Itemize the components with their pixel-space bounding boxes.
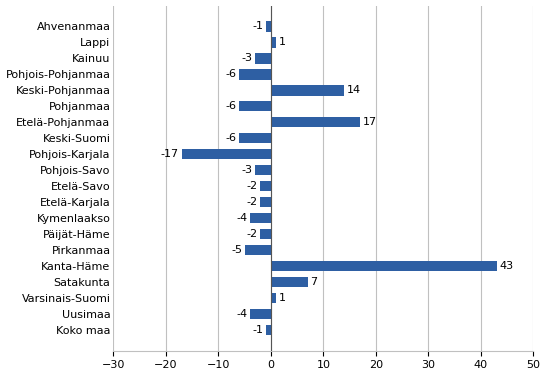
Text: -4: -4 [236, 309, 247, 319]
Bar [265, 21, 271, 32]
Text: -2: -2 [247, 229, 258, 239]
Bar [260, 181, 271, 191]
Bar [255, 53, 271, 64]
Text: -2: -2 [247, 197, 258, 207]
Text: -5: -5 [231, 245, 242, 255]
Bar [260, 229, 271, 239]
Text: -4: -4 [236, 213, 247, 223]
Bar [271, 293, 276, 303]
Bar [271, 277, 307, 287]
Text: 1: 1 [279, 37, 286, 47]
Text: -1: -1 [252, 325, 263, 335]
Bar [260, 197, 271, 207]
Text: -17: -17 [161, 149, 179, 159]
Bar [271, 37, 276, 48]
Text: -1: -1 [252, 21, 263, 32]
Bar [239, 133, 271, 143]
Text: 7: 7 [310, 277, 317, 287]
Text: -3: -3 [241, 53, 252, 64]
Bar [271, 261, 497, 271]
Text: -6: -6 [225, 69, 237, 79]
Text: 43: 43 [499, 261, 513, 271]
Text: -2: -2 [247, 181, 258, 191]
Bar [271, 117, 360, 127]
Text: 1: 1 [279, 293, 286, 303]
Bar [255, 165, 271, 175]
Text: 14: 14 [347, 85, 361, 95]
Bar [182, 149, 271, 159]
Bar [265, 324, 271, 335]
Bar [245, 245, 271, 255]
Text: -6: -6 [225, 101, 237, 111]
Bar [239, 69, 271, 80]
Text: -6: -6 [225, 133, 237, 143]
Bar [239, 101, 271, 111]
Bar [250, 213, 271, 223]
Bar [250, 309, 271, 319]
Text: 17: 17 [363, 117, 377, 127]
Bar [271, 85, 345, 96]
Text: -3: -3 [241, 165, 252, 175]
